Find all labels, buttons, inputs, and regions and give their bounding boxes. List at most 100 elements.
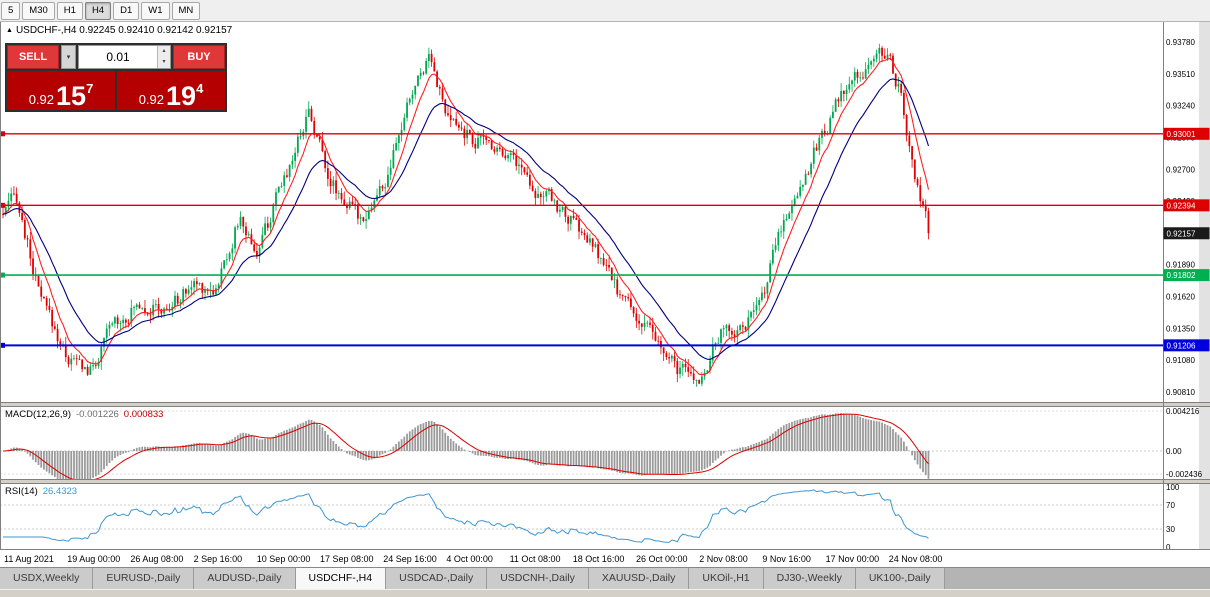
svg-text:0.91802: 0.91802 bbox=[1167, 271, 1196, 280]
svg-text:0.92157: 0.92157 bbox=[1167, 229, 1196, 238]
sell-price-prefix: 0.92 bbox=[28, 91, 55, 107]
volume-spinner: ▴ ▾ bbox=[157, 46, 170, 68]
sell-price-point: 7 bbox=[86, 81, 94, 96]
svg-text:24 Sep 16:00: 24 Sep 16:00 bbox=[383, 554, 437, 564]
svg-text:2 Nov 08:00: 2 Nov 08:00 bbox=[699, 554, 748, 564]
svg-text:26 Oct 00:00: 26 Oct 00:00 bbox=[636, 554, 688, 564]
timeframe-button-5[interactable]: 5 bbox=[1, 2, 21, 20]
svg-text:9 Nov 16:00: 9 Nov 16:00 bbox=[762, 554, 811, 564]
sell-price-pips: 15 bbox=[56, 80, 87, 111]
svg-text:4 Oct 00:00: 4 Oct 00:00 bbox=[446, 554, 493, 564]
rsi-indicator-label: RSI(14) 26.4323 bbox=[5, 486, 77, 497]
chart-tab-ukoil-h1[interactable]: UKOil-,H1 bbox=[689, 568, 764, 589]
svg-text:0.91350: 0.91350 bbox=[1166, 324, 1195, 333]
svg-text:70: 70 bbox=[1166, 501, 1175, 510]
rsi-name: RSI(14) bbox=[5, 486, 38, 497]
timeframe-button-h4[interactable]: H4 bbox=[84, 2, 112, 20]
svg-text:0.93001: 0.93001 bbox=[1167, 130, 1196, 139]
volume-dropdown-button[interactable]: ▾ bbox=[61, 45, 76, 69]
buy-button[interactable]: BUY bbox=[173, 45, 225, 69]
time-axis: 11 Aug 2021 19 Aug 00:00 26 Aug 08:00 2 Sep… bbox=[4, 554, 942, 564]
timeframe-buttons: 5 M30 H1 H4 D1 W1 MN bbox=[1, 2, 201, 20]
svg-text:19 Aug 00:00: 19 Aug 00:00 bbox=[67, 554, 120, 564]
resistance-line-price-label bbox=[1163, 199, 1210, 212]
chart-tab-usdcad-daily[interactable]: USDCAD-,Daily bbox=[386, 568, 488, 589]
symbol-ohlc-text: USDCHF-,H4 0.92245 0.92410 0.92142 0.921… bbox=[15, 25, 233, 36]
svg-text:100: 100 bbox=[1166, 483, 1180, 492]
macd-indicator-label: MACD(12,26,9) -0.001226 0.000833 bbox=[5, 409, 163, 420]
svg-text:30: 30 bbox=[1166, 525, 1175, 534]
chart-tab-audusd-daily[interactable]: AUDUSD-,Daily bbox=[194, 568, 296, 589]
chart-tab-bar: USDX,Weekly EURUSD-,Daily AUDUSD-,Daily USD… bbox=[0, 567, 1210, 589]
timeframe-button-h1[interactable]: H1 bbox=[56, 2, 83, 20]
right-gutter bbox=[1199, 22, 1210, 549]
svg-text:0.93510: 0.93510 bbox=[1166, 70, 1195, 79]
svg-text:2 Sep 16:00: 2 Sep 16:00 bbox=[194, 554, 243, 564]
svg-text:17 Nov 00:00: 17 Nov 00:00 bbox=[826, 554, 880, 564]
rsi-panel[interactable] bbox=[0, 489, 1163, 543]
resistance-line-price-label bbox=[1163, 127, 1210, 140]
buy-price-point: 4 bbox=[196, 81, 204, 96]
volume-increment-button[interactable]: ▴ bbox=[162, 48, 166, 54]
chart-background bbox=[0, 22, 1210, 567]
svg-text:0.90810: 0.90810 bbox=[1166, 388, 1195, 397]
svg-text:17 Sep 08:00: 17 Sep 08:00 bbox=[320, 554, 374, 564]
panel-divider[interactable] bbox=[0, 402, 1210, 407]
price-axis: 0.937800.935100.932400.929700.927000.924… bbox=[1163, 38, 1210, 552]
buy-price-prefix: 0.92 bbox=[138, 91, 165, 107]
timeframe-button-mn[interactable]: MN bbox=[171, 2, 201, 20]
chevron-down-icon: ▾ bbox=[66, 54, 71, 61]
macd-signal-value: 0.000833 bbox=[123, 409, 164, 420]
sell-price-display[interactable]: 0.92 15 7 bbox=[7, 71, 115, 110]
chart-tab-usdchf-h4[interactable]: USDCHF-,H4 bbox=[295, 568, 387, 589]
svg-text:0.93240: 0.93240 bbox=[1166, 102, 1195, 111]
svg-text:0: 0 bbox=[1166, 543, 1171, 552]
svg-text:11 Aug 2021: 11 Aug 2021 bbox=[4, 554, 54, 564]
svg-text:11 Oct 08:00: 11 Oct 08:00 bbox=[510, 554, 561, 564]
chart-tab-uk100-daily[interactable]: UK100-,Daily bbox=[855, 568, 945, 589]
svg-text:10 Sep 00:00: 10 Sep 00:00 bbox=[257, 554, 311, 564]
chart-tab-usdcnh-daily[interactable]: USDCNH-,Daily bbox=[487, 568, 589, 589]
volume-decrement-button[interactable]: ▾ bbox=[162, 59, 166, 65]
chart-tab-eurusd-daily[interactable]: EURUSD-,Daily bbox=[93, 568, 195, 589]
rsi-value: 26.4323 bbox=[42, 486, 78, 497]
timeframe-toolbar: 5 M30 H1 H4 D1 W1 MN bbox=[0, 0, 1210, 22]
svg-text:26 Aug 08:00: 26 Aug 08:00 bbox=[130, 554, 183, 564]
timeframe-button-m30[interactable]: M30 bbox=[22, 2, 55, 20]
timeframe-button-w1[interactable]: W1 bbox=[141, 2, 170, 20]
panel-divider[interactable] bbox=[0, 479, 1210, 484]
candlestick-plot[interactable] bbox=[2, 43, 930, 387]
svg-text:0.00: 0.00 bbox=[1166, 447, 1182, 456]
svg-text:0.91206: 0.91206 bbox=[1167, 341, 1196, 350]
svg-text:0.93780: 0.93780 bbox=[1166, 38, 1195, 47]
symbol-header: ▲ USDCHF-,H4 0.92245 0.92410 0.92142 0.92… bbox=[6, 25, 232, 36]
timeframe-button-d1[interactable]: D1 bbox=[113, 2, 140, 20]
chart-tab-dj30-weekly[interactable]: DJ30-,Weekly bbox=[763, 568, 856, 589]
sell-button[interactable]: SELL bbox=[7, 45, 59, 69]
symbol-arrow-icon: ▲ bbox=[6, 27, 13, 34]
svg-text:0.92700: 0.92700 bbox=[1166, 165, 1195, 174]
status-bar bbox=[0, 589, 1210, 597]
svg-text:0.91620: 0.91620 bbox=[1166, 293, 1195, 302]
support-line-price-label bbox=[1163, 339, 1210, 352]
price-chart-canvas[interactable]: 0.937800.935100.932400.929700.927000.924… bbox=[0, 22, 1210, 567]
volume-field: ▴ ▾ bbox=[78, 45, 171, 69]
buy-price-display[interactable]: 0.92 19 4 bbox=[117, 71, 225, 110]
current-price-price-label bbox=[1163, 227, 1210, 240]
support-line-price-label bbox=[1163, 269, 1210, 282]
macd-name: MACD(12,26,9) bbox=[5, 409, 71, 420]
macd-panel[interactable] bbox=[0, 410, 1163, 483]
buy-price-pips: 19 bbox=[166, 80, 197, 111]
svg-text:0.91890: 0.91890 bbox=[1166, 261, 1195, 270]
chart-tab-xauusd-daily[interactable]: XAUUSD-,Daily bbox=[588, 568, 690, 589]
svg-text:24 Nov 08:00: 24 Nov 08:00 bbox=[889, 554, 943, 564]
svg-text:0.004216: 0.004216 bbox=[1166, 407, 1200, 416]
volume-input[interactable] bbox=[79, 46, 170, 68]
svg-text:-0.002436: -0.002436 bbox=[1166, 470, 1203, 479]
chart-tab-usdx-weekly[interactable]: USDX,Weekly bbox=[0, 568, 94, 589]
svg-text:0.91080: 0.91080 bbox=[1166, 356, 1195, 365]
svg-text:0.92394: 0.92394 bbox=[1167, 201, 1196, 210]
svg-text:18 Oct 16:00: 18 Oct 16:00 bbox=[573, 554, 625, 564]
